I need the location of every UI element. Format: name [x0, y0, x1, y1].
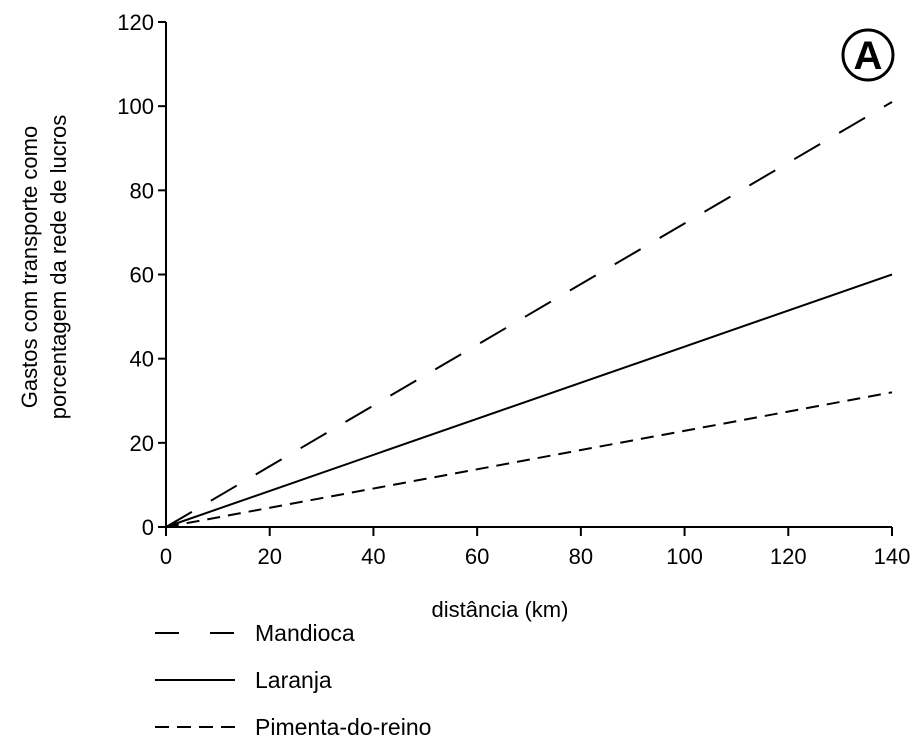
x-tick-label: 120	[770, 544, 807, 569]
y-tick-label: 100	[117, 94, 154, 119]
y-tick-label: 20	[130, 431, 154, 456]
badge-letter: A	[854, 34, 883, 78]
y-tick-label: 60	[130, 263, 154, 288]
y-axis-title: Gastos com transporte como porcentagem d…	[17, 115, 71, 420]
x-tick-label: 80	[569, 544, 593, 569]
y-tick-label: 40	[130, 347, 154, 372]
y-tick-label: 0	[142, 515, 154, 540]
legend-label-laranja: Laranja	[255, 667, 332, 693]
badge-circle	[841, 28, 895, 82]
x-axis-title: distância (km)	[432, 597, 569, 622]
x-tick-label: 140	[874, 544, 911, 569]
x-tick-label: 100	[666, 544, 703, 569]
y-axis-title-line-2: porcentagem da rede de lucros	[46, 115, 71, 420]
series-lines	[165, 101, 893, 528]
series-line-pimenta-do-reino	[165, 391, 893, 528]
panel-badge: A	[841, 28, 895, 82]
x-ticks: 0 20 40 60 80 100 120 140	[160, 527, 910, 569]
y-axis-title-line-1: Gastos com transporte como	[17, 126, 42, 408]
series-line-mandioca	[165, 101, 893, 528]
legend: Mandioca Laranja Pimenta-do-reino	[155, 620, 431, 740]
x-tick-label: 0	[160, 544, 172, 569]
x-tick-label: 20	[257, 544, 281, 569]
y-ticks: 0 20 40 60 80 100 120	[117, 10, 166, 540]
axes	[165, 22, 892, 528]
x-tick-label: 40	[361, 544, 385, 569]
x-tick-label: 60	[465, 544, 489, 569]
legend-label-mandioca: Mandioca	[255, 620, 355, 646]
y-tick-label: 80	[130, 178, 154, 203]
y-tick-label: 120	[117, 10, 154, 35]
series-line-laranja	[165, 273, 893, 528]
legend-label-pimenta-do-reino: Pimenta-do-reino	[255, 714, 431, 740]
